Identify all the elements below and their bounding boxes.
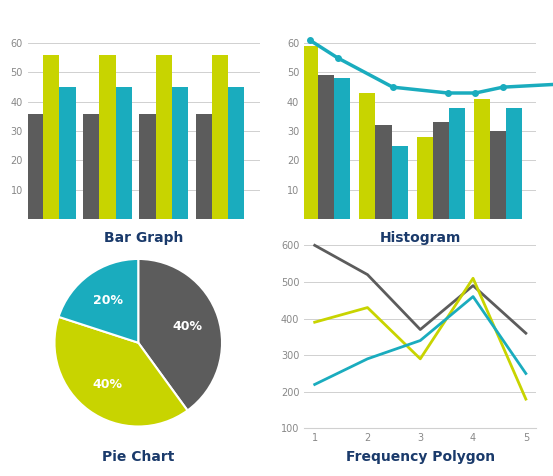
Bar [43, 55, 60, 219]
Bar [100, 55, 116, 219]
Bar [334, 79, 351, 219]
Text: 20%: 20% [93, 294, 123, 307]
Bar [60, 87, 76, 219]
Bar [302, 46, 318, 219]
Bar [83, 113, 100, 219]
Text: Pie Chart: Pie Chart [102, 450, 174, 464]
Bar [416, 137, 433, 219]
Text: Histogram: Histogram [379, 231, 461, 245]
Wedge shape [55, 317, 187, 426]
Bar [490, 131, 507, 219]
Bar [359, 93, 375, 219]
Bar [172, 87, 188, 219]
Bar [212, 55, 228, 219]
Bar [507, 108, 523, 219]
Bar [139, 113, 155, 219]
Bar [318, 75, 334, 219]
Bar [375, 125, 392, 219]
Bar [155, 55, 172, 219]
Bar [449, 108, 465, 219]
Bar [228, 87, 244, 219]
Wedge shape [138, 259, 222, 410]
Text: Frequency Polygon: Frequency Polygon [346, 450, 495, 464]
Text: 40%: 40% [173, 320, 202, 333]
Bar [433, 122, 449, 219]
Bar [116, 87, 132, 219]
Bar [392, 146, 408, 219]
Bar [196, 113, 212, 219]
Bar [474, 99, 490, 219]
Text: 40%: 40% [93, 378, 123, 391]
Text: Bar Graph: Bar Graph [104, 231, 184, 245]
Bar [27, 113, 43, 219]
Wedge shape [59, 259, 138, 343]
